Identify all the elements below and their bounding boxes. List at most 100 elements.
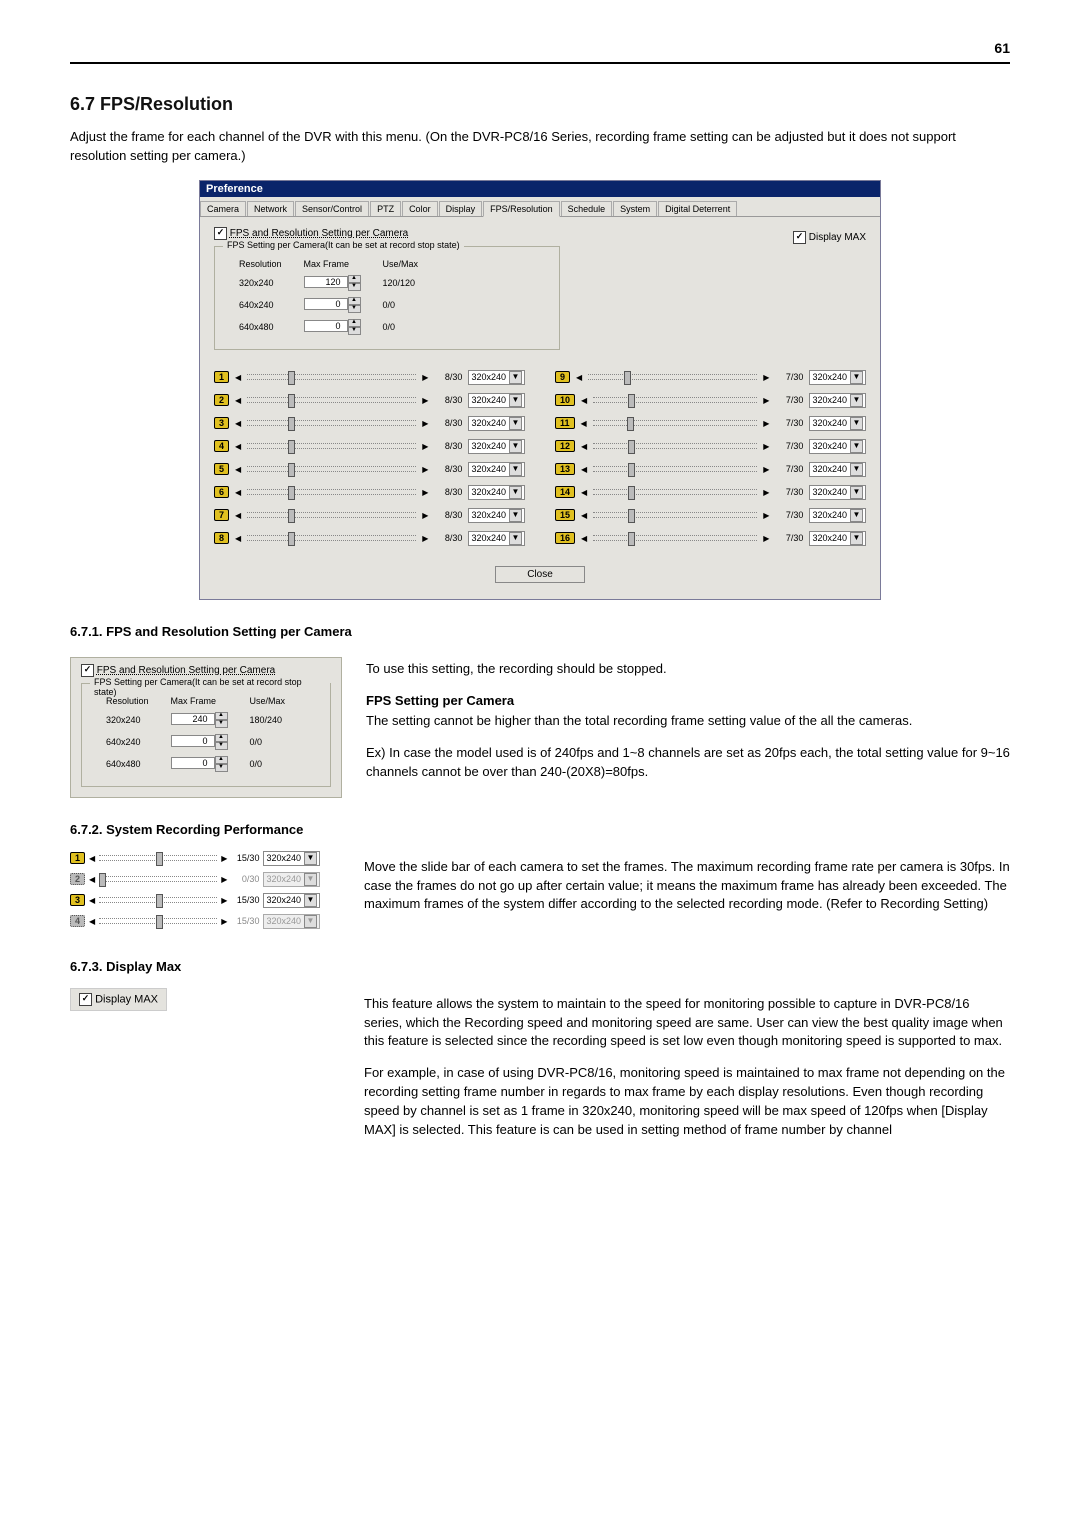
fps-slider[interactable] [593, 466, 757, 472]
resolution-select[interactable]: 320x240▼ [809, 485, 866, 500]
spin-down[interactable]: ▼ [215, 720, 228, 728]
chevron-left-icon[interactable]: ◀ [581, 442, 587, 451]
fps-slider[interactable] [247, 489, 416, 495]
fps-slider[interactable] [593, 443, 757, 449]
fps-slider[interactable] [247, 420, 416, 426]
tab-fps-resolution[interactable]: FPS/Resolution [483, 201, 560, 217]
resolution-select[interactable]: 320x240▼ [809, 508, 866, 523]
maxframe-input[interactable]: 240 [171, 713, 215, 725]
close-button[interactable]: Close [495, 566, 585, 583]
chevron-left-icon[interactable]: ◀ [581, 465, 587, 474]
fps-slider[interactable] [99, 855, 217, 861]
chevron-right-icon[interactable]: ▶ [221, 854, 227, 863]
resolution-select[interactable]: 320x240▼ [809, 416, 866, 431]
chevron-right-icon[interactable]: ▶ [221, 917, 227, 926]
fps-slider[interactable] [247, 535, 416, 541]
resolution-select[interactable]: 320x240▼ [468, 462, 525, 477]
chevron-left-icon[interactable]: ◀ [235, 534, 241, 543]
tab-digital-deterrent[interactable]: Digital Deterrent [658, 201, 737, 216]
chevron-left-icon[interactable]: ◀ [89, 854, 95, 863]
tab-schedule[interactable]: Schedule [561, 201, 613, 216]
tab-network[interactable]: Network [247, 201, 294, 216]
fps-slider[interactable] [99, 897, 217, 903]
spin-up[interactable]: ▲ [215, 756, 228, 764]
fps-slider[interactable] [593, 535, 757, 541]
display-max-checkbox[interactable] [793, 231, 806, 244]
spin-up[interactable]: ▲ [215, 734, 228, 742]
maxframe-input[interactable]: 0 [171, 735, 215, 747]
fps-slider[interactable] [593, 489, 757, 495]
spin-up[interactable]: ▲ [348, 297, 361, 305]
fps-slider[interactable] [588, 374, 757, 380]
spin-up[interactable]: ▲ [348, 275, 361, 283]
resolution-select[interactable]: 320x240▼ [263, 893, 320, 908]
spin-down[interactable]: ▼ [215, 764, 228, 772]
chevron-left-icon[interactable]: ◀ [581, 419, 587, 428]
fps-res-checkbox[interactable] [81, 664, 94, 677]
chevron-right-icon[interactable]: ▶ [422, 465, 428, 474]
chevron-left-icon[interactable]: ◀ [89, 896, 95, 905]
chevron-right-icon[interactable]: ▶ [422, 373, 428, 382]
chevron-right-icon[interactable]: ▶ [422, 419, 428, 428]
chevron-right-icon[interactable]: ▶ [422, 396, 428, 405]
chevron-right-icon[interactable]: ▶ [763, 373, 769, 382]
tab-ptz[interactable]: PTZ [370, 201, 401, 216]
fps-slider[interactable] [247, 397, 416, 403]
maxframe-input[interactable]: 0 [171, 757, 215, 769]
chevron-left-icon[interactable]: ◀ [235, 396, 241, 405]
fps-slider[interactable] [593, 397, 757, 403]
resolution-select[interactable]: 320x240▼ [468, 439, 525, 454]
chevron-left-icon[interactable]: ◀ [581, 396, 587, 405]
fps-slider[interactable] [247, 443, 416, 449]
chevron-left-icon[interactable]: ◀ [235, 373, 241, 382]
resolution-select[interactable]: 320x240▼ [468, 531, 525, 546]
chevron-left-icon[interactable]: ◀ [89, 917, 95, 926]
fps-res-checkbox[interactable] [214, 227, 227, 240]
chevron-right-icon[interactable]: ▶ [763, 442, 769, 451]
fps-slider[interactable] [247, 466, 416, 472]
tab-camera[interactable]: Camera [200, 201, 246, 216]
resolution-select[interactable]: 320x240▼ [809, 393, 866, 408]
chevron-right-icon[interactable]: ▶ [422, 488, 428, 497]
chevron-right-icon[interactable]: ▶ [763, 488, 769, 497]
resolution-select[interactable]: 320x240▼ [468, 416, 525, 431]
fps-slider[interactable] [247, 512, 416, 518]
spin-down[interactable]: ▼ [348, 305, 361, 313]
chevron-left-icon[interactable]: ◀ [581, 534, 587, 543]
tab-display[interactable]: Display [439, 201, 483, 216]
chevron-right-icon[interactable]: ▶ [221, 896, 227, 905]
chevron-left-icon[interactable]: ◀ [235, 419, 241, 428]
chevron-right-icon[interactable]: ▶ [422, 534, 428, 543]
maxframe-input[interactable]: 120 [304, 276, 348, 288]
chevron-left-icon[interactable]: ◀ [235, 465, 241, 474]
chevron-right-icon[interactable]: ▶ [221, 875, 227, 884]
maxframe-input[interactable]: 0 [304, 298, 348, 310]
spin-down[interactable]: ▼ [215, 742, 228, 750]
chevron-left-icon[interactable]: ◀ [235, 488, 241, 497]
resolution-select[interactable]: 320x240▼ [809, 370, 866, 385]
resolution-select[interactable]: 320x240▼ [263, 851, 320, 866]
fps-slider[interactable] [593, 420, 758, 426]
spin-down[interactable]: ▼ [348, 283, 361, 291]
chevron-right-icon[interactable]: ▶ [763, 534, 769, 543]
spin-up[interactable]: ▲ [215, 712, 228, 720]
chevron-left-icon[interactable]: ◀ [576, 373, 582, 382]
chevron-left-icon[interactable]: ◀ [581, 511, 587, 520]
chevron-left-icon[interactable]: ◀ [235, 442, 241, 451]
resolution-select[interactable]: 320x240▼ [809, 531, 866, 546]
display-max-checkbox[interactable] [79, 993, 92, 1006]
resolution-select[interactable]: 320x240▼ [468, 370, 525, 385]
spin-up[interactable]: ▲ [348, 319, 361, 327]
maxframe-input[interactable]: 0 [304, 320, 348, 332]
chevron-right-icon[interactable]: ▶ [763, 396, 769, 405]
tab-sensor-control[interactable]: Sensor/Control [295, 201, 369, 216]
resolution-select[interactable]: 320x240▼ [809, 439, 866, 454]
chevron-left-icon[interactable]: ◀ [235, 511, 241, 520]
chevron-left-icon[interactable]: ◀ [581, 488, 587, 497]
resolution-select[interactable]: 320x240▼ [468, 485, 525, 500]
resolution-select[interactable]: 320x240▼ [809, 462, 866, 477]
spin-down[interactable]: ▼ [348, 327, 361, 335]
chevron-left-icon[interactable]: ◀ [89, 875, 95, 884]
fps-slider[interactable] [247, 374, 416, 380]
chevron-right-icon[interactable]: ▶ [763, 465, 769, 474]
